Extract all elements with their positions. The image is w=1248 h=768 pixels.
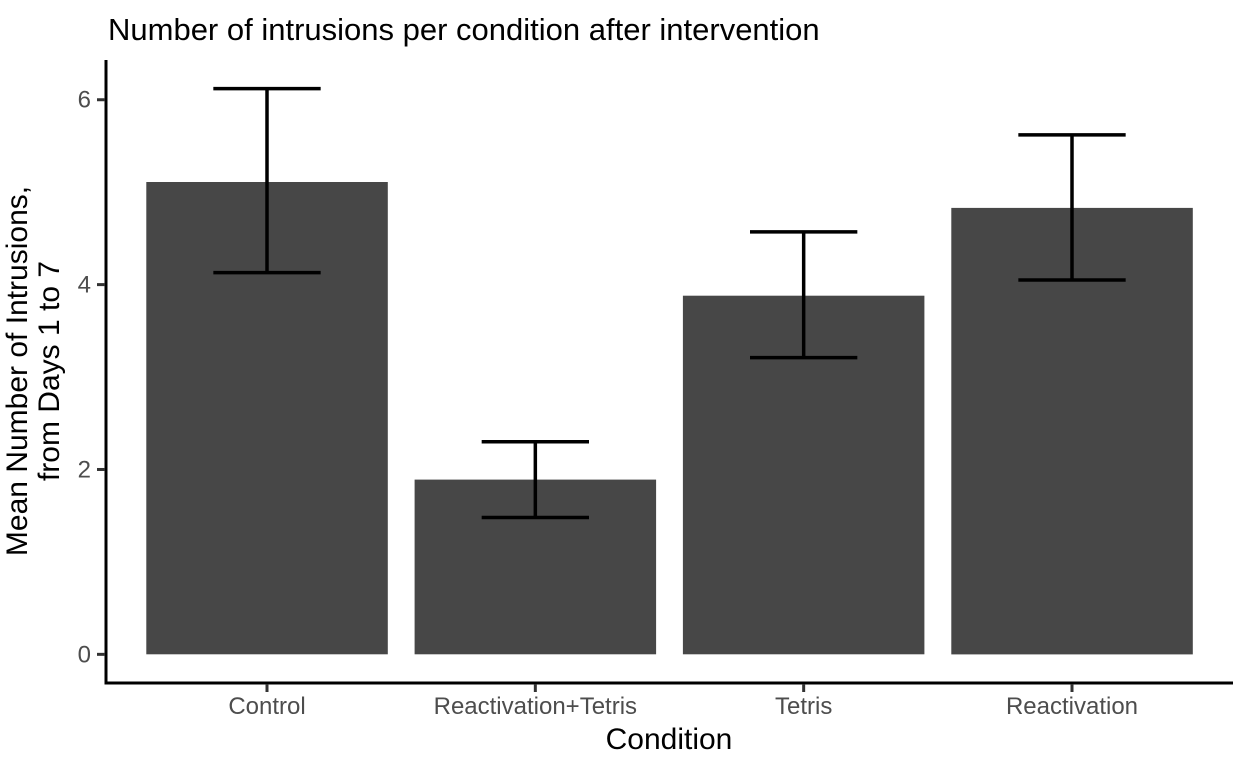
- x-tick-label-reactivation: Reactivation: [1006, 693, 1138, 720]
- x-tick-label-tetris: Tetris: [775, 693, 832, 720]
- ticks-layer: [97, 98, 1074, 692]
- y-tick-label-2: 2: [78, 456, 91, 483]
- axes-layer: [104, 60, 1233, 685]
- x-axis-title: Condition: [606, 723, 733, 756]
- error-bars-layer: [213, 86, 1126, 520]
- x-tick-label-control: Control: [228, 693, 305, 720]
- bars-layer: [146, 182, 1193, 655]
- bar-reactivation: [951, 207, 1193, 655]
- y-tick-label-4: 4: [78, 272, 91, 299]
- x-tick-label-reactivation-tetris: Reactivation+Tetris: [434, 693, 637, 720]
- y-tick-label-6: 6: [78, 87, 91, 114]
- y-tick-label-0: 0: [78, 641, 91, 668]
- y-axis-title-line2: from Days 1 to 7: [33, 261, 66, 481]
- tick-labels-layer: Control Reactivation+Tetris Tetris Reactiva…: [78, 87, 1138, 720]
- y-axis-title-line1: Mean Number of Intrusions,: [1, 186, 34, 556]
- chart-title: Number of intrusions per condition after…: [108, 12, 820, 47]
